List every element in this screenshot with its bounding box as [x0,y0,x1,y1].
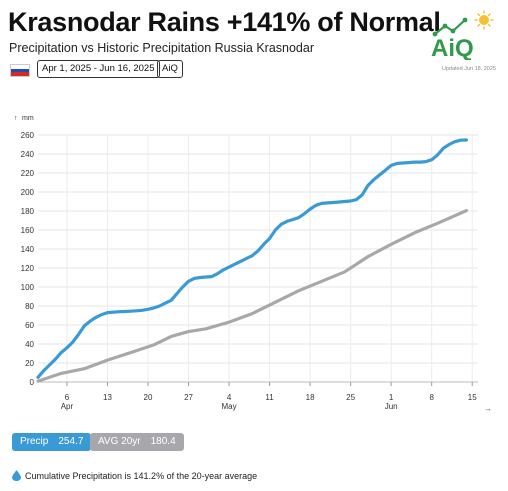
x-month-label: Jun [385,402,398,411]
x-tick-label: 11 [265,393,274,402]
x-axis-arrow: → [484,404,492,413]
x-tick-label: 4 [227,393,232,402]
aiq-logo: AiQ [431,10,494,60]
page-title: Krasnodar Rains +141% of Normal [8,7,441,37]
footer-text: Cumulative Precipitation is 141.2% of th… [25,471,258,481]
sun-icon [474,10,494,30]
y-tick-label: 100 [21,283,35,292]
legend-avg-label: AVG 20yr [98,436,141,447]
russia-flag-icon [10,64,30,77]
brand-badge[interactable]: AiQ [157,60,183,78]
x-tick-label: 25 [346,393,355,402]
series-line-precip [36,138,468,379]
y-tick-label: 180 [21,207,35,216]
x-tick-label: 18 [306,393,315,402]
x-month-label: Apr [61,402,74,411]
x-tick-label: 6 [65,393,70,402]
y-tick-label: 220 [21,169,35,178]
footer-note: Cumulative Precipitation is 141.2% of th… [12,470,257,481]
y-tick-label: 120 [21,264,35,273]
x-tick-label: 20 [144,393,153,402]
y-tick-label: 160 [21,226,35,235]
x-tick-label: 8 [429,393,434,402]
y-tick-label: 140 [21,245,35,254]
y-axis-label: mm [22,115,34,122]
legend-avg[interactable]: AVG 20yr 180.4 [90,433,184,451]
y-tick-label: 260 [21,131,35,140]
x-tick-label: 27 [184,393,193,402]
trend-line-icon [434,19,466,35]
water-drop-icon [12,470,21,481]
date-range-badge[interactable]: Apr 1, 2025 - Jun 16, 2025 [37,60,160,78]
legend-precip-value: 254.7 [58,436,84,447]
x-tick-label: 1 [389,393,394,402]
x-tick-label: 15 [468,393,477,402]
page-subtitle: Precipitation vs Historic Precipitation … [9,41,314,55]
updated-date: Updated Jun 18, 2025 [441,66,496,72]
y-tick-label: 20 [25,359,34,368]
y-tick-label: 60 [25,321,34,330]
y-tick-label: 40 [25,340,34,349]
y-tick-label: 0 [30,378,35,387]
legend-precip-label: Precip [20,436,49,447]
y-axis-arrow: ↑ [14,115,18,122]
logo-text: AiQ [431,35,474,60]
legend-precip[interactable]: Precip 254.7 [12,433,92,451]
x-tick-label: 13 [103,393,112,402]
series-line-avg-20yr [36,209,468,383]
y-tick-label: 80 [25,302,34,311]
y-tick-label: 200 [21,188,35,197]
x-month-label: May [221,402,236,411]
legend-avg-value: 180.4 [150,436,176,447]
y-tick-label: 240 [21,150,35,159]
